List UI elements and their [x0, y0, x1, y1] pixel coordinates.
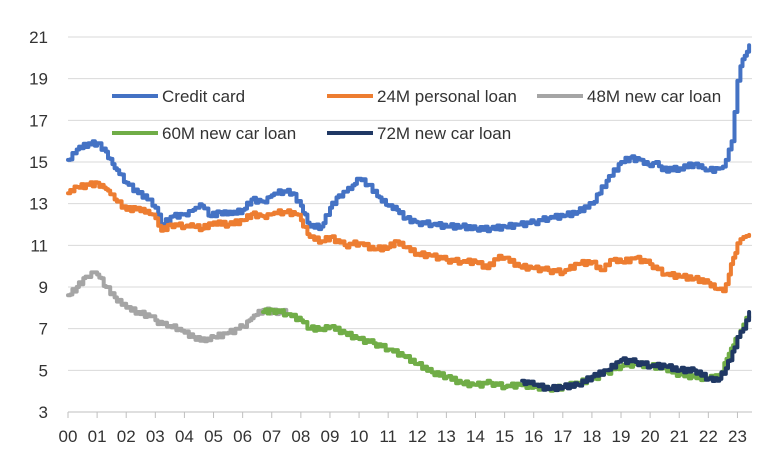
y-tick-label: 9 — [39, 278, 48, 297]
x-tick-label: 21 — [670, 427, 689, 446]
x-tick-label: 19 — [612, 427, 631, 446]
x-tick-label: 07 — [262, 427, 281, 446]
y-tick-label: 19 — [29, 70, 48, 89]
x-tick-label: 01 — [88, 427, 107, 446]
series-line-48m-new-car-loan — [66, 270, 289, 344]
y-tick-label: 7 — [39, 320, 48, 339]
legend-label: 48M new car loan — [587, 87, 721, 106]
series-line-60m-new-car-loan — [261, 307, 752, 393]
y-tick-label: 3 — [39, 403, 48, 422]
x-tick-label: 22 — [699, 427, 718, 446]
legend: Credit card 24M personal loan 48M new car … — [112, 87, 721, 143]
series-line-24m-personal-loan — [66, 180, 752, 294]
y-tick-label: 15 — [29, 153, 48, 172]
x-tick-label: 03 — [146, 427, 165, 446]
y-tick-label: 21 — [29, 28, 48, 47]
x-tick-label: 05 — [204, 427, 223, 446]
x-tick-label: 10 — [350, 427, 369, 446]
x-tick-label: 15 — [495, 427, 514, 446]
legend-label: 24M personal loan — [377, 87, 517, 106]
legend-item: Credit card — [112, 87, 245, 106]
x-tick-label: 20 — [641, 427, 660, 446]
x-tick-label: 13 — [437, 427, 456, 446]
x-tick-label: 18 — [582, 427, 601, 446]
axes: 3 5 7 9 11 13 15 17 19 21 00 01 02 03 04 05 06 07 08 09 10 11… — [29, 28, 752, 446]
legend-label: Credit card — [162, 87, 245, 106]
x-tick-label: 23 — [728, 427, 747, 446]
y-tick-label: 17 — [29, 111, 48, 130]
legend-label: 60M new car loan — [162, 124, 296, 143]
x-tick-label: 02 — [117, 427, 136, 446]
x-tick-label: 09 — [320, 427, 339, 446]
x-tick-label: 12 — [408, 427, 427, 446]
legend-item: 72M new car loan — [327, 124, 511, 143]
x-tick-label: 08 — [291, 427, 310, 446]
series-line-72m-new-car-loan — [520, 310, 752, 393]
x-tick-label: 04 — [175, 427, 194, 446]
y-tick-label: 13 — [29, 195, 48, 214]
legend-item: 24M personal loan — [327, 87, 517, 106]
y-tick-label: 11 — [30, 236, 48, 255]
series-line-credit-card — [66, 43, 752, 234]
legend-label: 72M new car loan — [377, 124, 511, 143]
x-tick-label: 06 — [233, 427, 252, 446]
x-tick-label: 14 — [466, 427, 485, 446]
x-tick-label: 17 — [553, 427, 572, 446]
x-tick-label: 16 — [524, 427, 543, 446]
x-tick-label: 00 — [59, 427, 78, 446]
legend-item: 60M new car loan — [112, 124, 296, 143]
series-lines — [66, 43, 752, 393]
y-tick-label: 5 — [39, 361, 48, 380]
x-tick-label: 11 — [379, 427, 397, 446]
legend-item: 48M new car loan — [537, 87, 721, 106]
